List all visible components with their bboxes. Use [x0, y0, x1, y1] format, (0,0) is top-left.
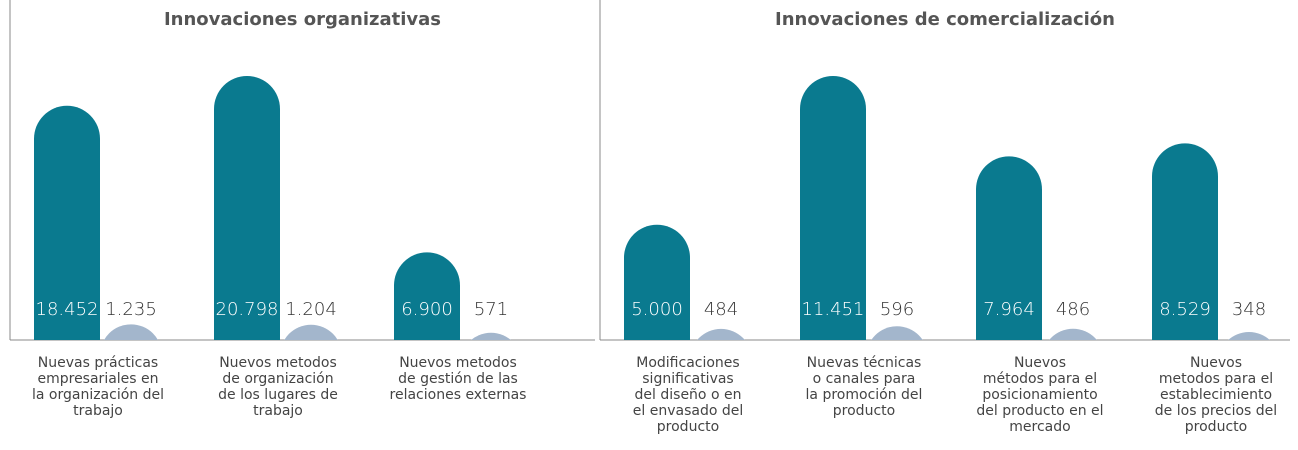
bar	[104, 324, 158, 340]
category-label: Nuevos métodos para el posicionamiento d…	[976, 355, 1104, 435]
value-label: 8.529	[1159, 299, 1211, 320]
category-label: Nuevos metodos de gestión de las relacio…	[389, 355, 527, 403]
bar	[1049, 328, 1097, 340]
bar	[871, 326, 923, 340]
value-label: 7.964	[983, 299, 1035, 320]
bar	[1228, 331, 1270, 340]
value-label: 1.204	[285, 299, 337, 320]
value-label: 571	[474, 299, 508, 320]
bar	[34, 105, 100, 340]
plot	[34, 76, 511, 340]
bar	[284, 324, 338, 340]
value-label: 11.451	[802, 299, 865, 320]
category-label: Modificaciones significativas del diseño…	[632, 355, 744, 435]
bar	[214, 76, 280, 340]
plot	[624, 76, 1270, 340]
chart-title: Innovaciones organizativas	[164, 9, 441, 30]
value-label: 596	[880, 299, 914, 320]
category-label: Nuevas prácticas empresariales en la org…	[31, 355, 164, 419]
bar	[800, 76, 866, 340]
bar	[697, 328, 745, 340]
value-label: 486	[1056, 299, 1090, 320]
bar	[976, 156, 1042, 340]
category-label: Nuevos metodos para el establecimiento d…	[1154, 355, 1278, 435]
bar	[1152, 143, 1218, 340]
category-label: Nuevas técnicas o canales para la promoc…	[805, 355, 923, 419]
bar	[394, 252, 460, 340]
value-label: 5.000	[631, 299, 683, 320]
category-label: Nuevos metodos de organización de los lu…	[218, 355, 338, 419]
chart-title: Innovaciones de comercialización	[775, 9, 1115, 30]
value-label: 484	[704, 299, 738, 320]
value-label: 1.235	[105, 299, 157, 320]
value-label: 348	[1232, 299, 1266, 320]
value-label: 18.452	[36, 299, 99, 320]
bar	[624, 224, 690, 340]
value-label: 20.798	[216, 299, 279, 320]
bar	[471, 332, 511, 340]
value-label: 6.900	[401, 299, 453, 320]
